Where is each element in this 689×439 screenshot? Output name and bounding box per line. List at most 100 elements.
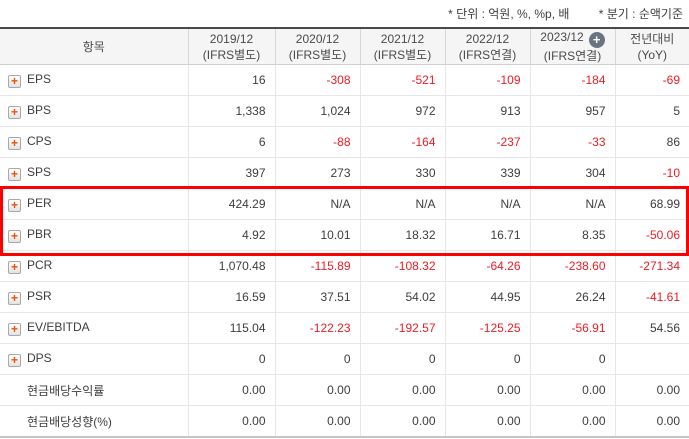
value-cell: 0.00: [444, 374, 530, 406]
value-cell: 37.51: [274, 281, 360, 313]
row-label-cell: + EV/EBITDA: [0, 312, 188, 344]
value-cell: 86: [614, 126, 689, 158]
value-cell: -237: [444, 126, 530, 158]
value-cell: N/A: [274, 188, 360, 220]
table-row: + BPS 1,338 1,024 972 913 957 5: [0, 95, 689, 127]
value-cell: N/A: [444, 188, 530, 220]
row-label-cell: 현금배당성향(%): [0, 405, 188, 437]
value-cell: -122.23: [274, 312, 360, 344]
expand-row-icon[interactable]: +: [8, 75, 21, 88]
value-cell: 304: [529, 157, 615, 189]
table-row: + EV/EBITDA 115.04 -122.23 -192.57 -125.25 -56…: [0, 312, 689, 344]
value-cell: 4.92: [187, 219, 275, 251]
expand-row-icon[interactable]: +: [8, 168, 21, 181]
value-cell: -184: [529, 64, 615, 96]
row-label-cell: + PER: [0, 188, 188, 220]
period-column-header: 2021/12 (IFRS별도): [359, 28, 445, 65]
value-cell: -308: [274, 64, 360, 96]
column-header-sublabel: (YoY): [637, 47, 668, 62]
value-cell: 424.29: [187, 188, 275, 220]
value-cell: 16: [187, 64, 275, 96]
period-column-header: 2022/12 (IFRS연결): [444, 28, 530, 65]
table-row: + PCR 1,070.48 -115.89 -108.32 -64.26 -238.60-…: [0, 250, 689, 282]
value-cell: 0: [529, 343, 615, 375]
value-cell: 6: [187, 126, 275, 158]
row-label-cell: + EPS: [0, 64, 188, 96]
value-cell: 0: [359, 343, 445, 375]
value-cell: 0: [274, 343, 360, 375]
period-column-header: 전년대비 (YoY): [614, 28, 689, 65]
value-cell: 972: [359, 95, 445, 127]
value-cell: 0.00: [444, 405, 530, 437]
financial-ratio-table: 항목 2019/12 (IFRS별도) 2020/12 (IFRS별도) 2021/12(…: [0, 27, 689, 438]
expand-row-icon[interactable]: +: [8, 137, 21, 150]
value-cell: 8.35: [529, 219, 615, 251]
value-cell: 397: [187, 157, 275, 189]
value-cell: -50.06: [614, 219, 689, 251]
row-label-cell: + BPS: [0, 95, 188, 127]
value-cell: 10.01: [274, 219, 360, 251]
row-label: CPS: [27, 134, 52, 148]
table-wrap: 항목 2019/12 (IFRS별도) 2020/12 (IFRS별도) 2021/12(…: [0, 27, 689, 438]
value-cell: 0.00: [614, 374, 689, 406]
value-cell: -192.57: [359, 312, 445, 344]
value-cell: 5: [614, 95, 689, 127]
column-header-label: 2023/12: [540, 30, 584, 44]
value-cell: -64.26: [444, 250, 530, 282]
column-header-sublabel: (IFRS별도): [288, 47, 347, 62]
expand-row-icon[interactable]: +: [8, 354, 21, 367]
column-header-label: 항목: [82, 39, 105, 54]
table-row: + PER 424.29 N/A N/A N/A N/A 68.99: [0, 188, 689, 220]
expand-row-icon[interactable]: +: [8, 199, 21, 212]
value-cell: -69: [614, 64, 689, 96]
expand-row-icon[interactable]: +: [8, 106, 21, 119]
table-row: + SPS 397 273 330 339 304 -10: [0, 157, 689, 189]
value-cell: -10: [614, 157, 689, 189]
value-cell: -109: [444, 64, 530, 96]
value-cell: -238.60: [529, 250, 615, 282]
row-label: PER: [27, 196, 52, 210]
value-cell: 68.99: [614, 188, 689, 220]
value-cell: -521: [359, 64, 445, 96]
table-row: + PBR 4.92 10.01 18.32 16.71 8.35 -50.06: [0, 219, 689, 251]
row-label: 현금배당성향(%): [27, 414, 112, 429]
value-cell: 1,338: [187, 95, 275, 127]
value-cell: -125.25: [444, 312, 530, 344]
value-cell: 1,070.48: [187, 250, 275, 282]
value-cell: 0: [444, 343, 530, 375]
value-cell: [614, 343, 689, 375]
value-cell: -33: [529, 126, 615, 158]
value-cell: 0.00: [274, 374, 360, 406]
row-label: EPS: [27, 72, 52, 86]
value-cell: 0.00: [359, 374, 445, 406]
value-cell: 339: [444, 157, 530, 189]
value-cell: 0.00: [529, 405, 615, 437]
value-cell: 0: [187, 343, 275, 375]
period-column-header: 2020/12 (IFRS별도): [274, 28, 360, 65]
table-notes: * 단위 : 억원, %, %p, 배 * 분기 : 순액기준: [422, 5, 683, 22]
value-cell: 0.00: [274, 405, 360, 437]
value-cell: 0.00: [529, 374, 615, 406]
row-label: 현금배당수익률: [27, 383, 105, 398]
row-label-cell: + PCR: [0, 250, 188, 282]
value-cell: 0.00: [187, 405, 275, 437]
value-cell: 273: [274, 157, 360, 189]
expand-row-icon[interactable]: +: [8, 230, 21, 243]
value-cell: 1,024: [274, 95, 360, 127]
expand-row-icon[interactable]: +: [8, 261, 21, 274]
add-period-icon[interactable]: +: [588, 32, 605, 48]
table-row: + DPS 0 0 0 0 0: [0, 343, 689, 375]
basis-note: * 분기 : 순액기준: [598, 7, 683, 21]
expand-row-icon[interactable]: +: [8, 292, 21, 305]
column-header-sublabel: (IFRS별도): [373, 47, 432, 62]
row-label-cell: 현금배당수익률: [0, 374, 188, 406]
column-header-label: 전년대비: [630, 31, 675, 46]
row-label-cell: + SPS: [0, 157, 188, 189]
expand-row-icon[interactable]: +: [8, 323, 21, 336]
unit-note: * 단위 : 억원, %, %p, 배: [448, 7, 570, 21]
value-cell: 0.00: [187, 374, 275, 406]
value-cell: 16.71: [444, 219, 530, 251]
column-header-sublabel: (IFRS연결): [458, 47, 517, 62]
column-header-label: 2020/12: [295, 31, 340, 46]
item-column-header: 항목: [0, 28, 188, 65]
